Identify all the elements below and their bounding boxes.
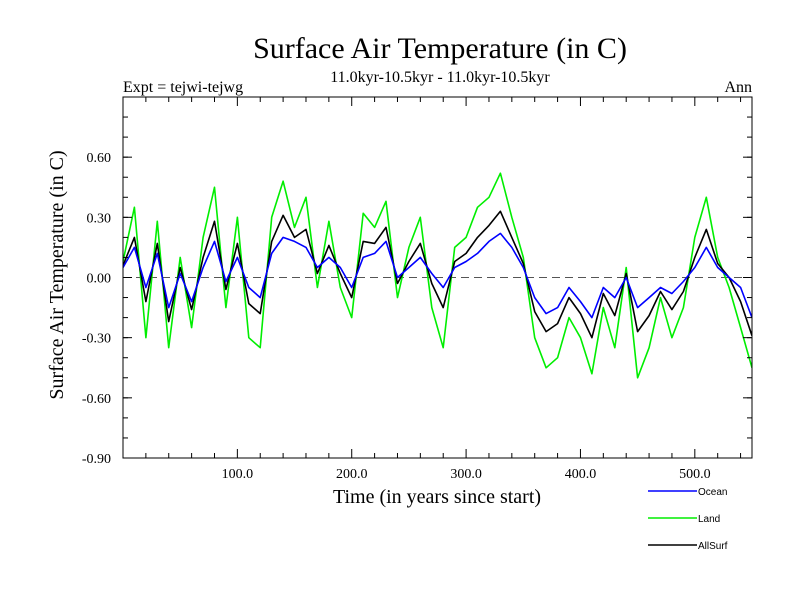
x-tick-label: 200.0 — [336, 467, 368, 482]
chart-title: Surface Air Temperature (in C) — [253, 32, 627, 65]
legend-label-land: Land — [698, 514, 720, 525]
series-line-ocean — [123, 232, 752, 319]
series-line-allsurf — [123, 210, 752, 339]
season-label: Ann — [724, 79, 752, 96]
x-tick-label: 300.0 — [450, 467, 482, 482]
x-axis-label: Time (in years since start) — [333, 486, 541, 508]
y-tick-label: -0.60 — [82, 392, 111, 407]
y-tick-label: 0.00 — [87, 272, 112, 287]
legend: Ocean Land AllSurf — [648, 487, 728, 552]
x-tick-label: 100.0 — [222, 467, 254, 482]
legend-label-ocean: Ocean — [698, 487, 727, 498]
y-tick-label: -0.30 — [82, 332, 111, 347]
chart-subtitle: 11.0kyr-10.5kyr - 11.0kyr-10.5kyr — [330, 69, 550, 86]
plot-area: -0.90 -0.60 -0.30 0.00 0.30 0.60 100.0 200.0 300… — [82, 96, 753, 482]
y-tick-label: -0.90 — [82, 452, 111, 467]
legend-label-allsurf: AllSurf — [698, 541, 728, 552]
y-tick-label: 0.30 — [87, 211, 112, 226]
series-line-land — [123, 172, 752, 379]
x-tick-label: 500.0 — [679, 467, 711, 482]
y-tick-label: 0.60 — [87, 151, 112, 166]
experiment-label: Expt = tejwi-tejwg — [123, 79, 243, 96]
y-axis-label: Surface Air Temperature (in C) — [46, 150, 68, 399]
x-tick-label: 400.0 — [565, 467, 597, 482]
